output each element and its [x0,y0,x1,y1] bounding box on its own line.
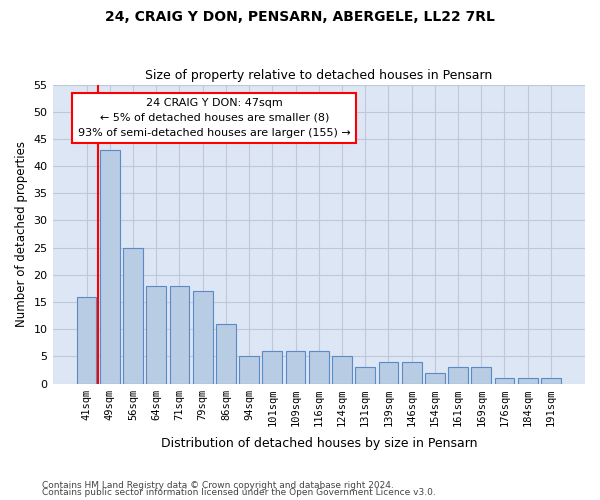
Text: Contains HM Land Registry data © Crown copyright and database right 2024.: Contains HM Land Registry data © Crown c… [42,480,394,490]
Bar [123,248,143,384]
Text: Contains public sector information licensed under the Open Government Licence v3: Contains public sector information licen… [42,488,436,497]
Bar [355,367,375,384]
Bar [146,286,166,384]
Bar [170,286,190,384]
Text: 24 CRAIG Y DON: 47sqm
← 5% of detached houses are smaller (8)
93% of semi-detach: 24 CRAIG Y DON: 47sqm ← 5% of detached h… [78,98,350,138]
Bar [541,378,561,384]
Bar [262,351,282,384]
X-axis label: Distribution of detached houses by size in Pensarn: Distribution of detached houses by size … [161,437,477,450]
Bar [448,367,468,384]
Bar [472,367,491,384]
Text: 24, CRAIG Y DON, PENSARN, ABERGELE, LL22 7RL: 24, CRAIG Y DON, PENSARN, ABERGELE, LL22… [105,10,495,24]
Y-axis label: Number of detached properties: Number of detached properties [15,141,28,327]
Bar [494,378,514,384]
Bar [402,362,422,384]
Bar [379,362,398,384]
Bar [216,324,236,384]
Bar [77,296,97,384]
Bar [239,356,259,384]
Bar [100,150,119,384]
Title: Size of property relative to detached houses in Pensarn: Size of property relative to detached ho… [145,69,493,82]
Bar [193,291,212,384]
Bar [518,378,538,384]
Bar [309,351,329,384]
Bar [425,372,445,384]
Bar [332,356,352,384]
Bar [286,351,305,384]
